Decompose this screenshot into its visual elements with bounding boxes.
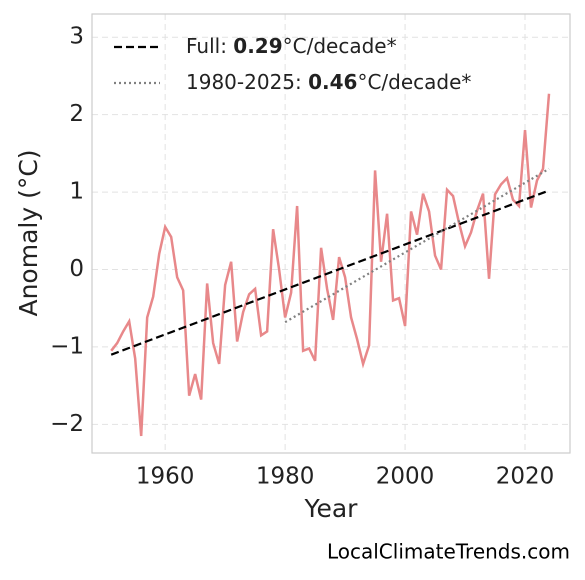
legend-label: Full: 0.29°C/decade* — [186, 34, 397, 58]
legend-label-part: Full: — [186, 34, 233, 58]
x-tick-label: 2000 — [376, 464, 435, 490]
x-axis-label: Year — [304, 494, 359, 523]
watermark: LocalClimateTrends.com — [327, 540, 570, 564]
legend-label-part: 0.29 — [233, 34, 282, 58]
y-tick-label: 1 — [69, 179, 84, 205]
y-tick-label: −1 — [50, 333, 84, 359]
y-axis-label: Anomaly (°C) — [14, 149, 43, 316]
legend-label-part: 1980-2025: — [186, 70, 308, 94]
y-tick-label: −2 — [50, 411, 84, 437]
plot-frame — [91, 13, 571, 454]
data-line — [110, 93, 551, 437]
legend-label-part: °C/decade* — [357, 70, 471, 94]
x-tick-label: 2020 — [496, 464, 555, 490]
x-tick-label: 1980 — [256, 464, 315, 490]
y-tick-label: 3 — [69, 24, 84, 50]
trend-line — [110, 189, 550, 356]
y-tick-label: 2 — [69, 101, 84, 127]
trend-line — [284, 167, 550, 324]
legend-label-part: 0.46 — [308, 70, 357, 94]
legend-label: 1980-2025: 0.46°C/decade* — [186, 70, 471, 94]
y-tick-label: 0 — [69, 256, 84, 282]
x-tick-label: 1960 — [136, 464, 195, 490]
legend-label-part: °C/decade* — [283, 34, 397, 58]
